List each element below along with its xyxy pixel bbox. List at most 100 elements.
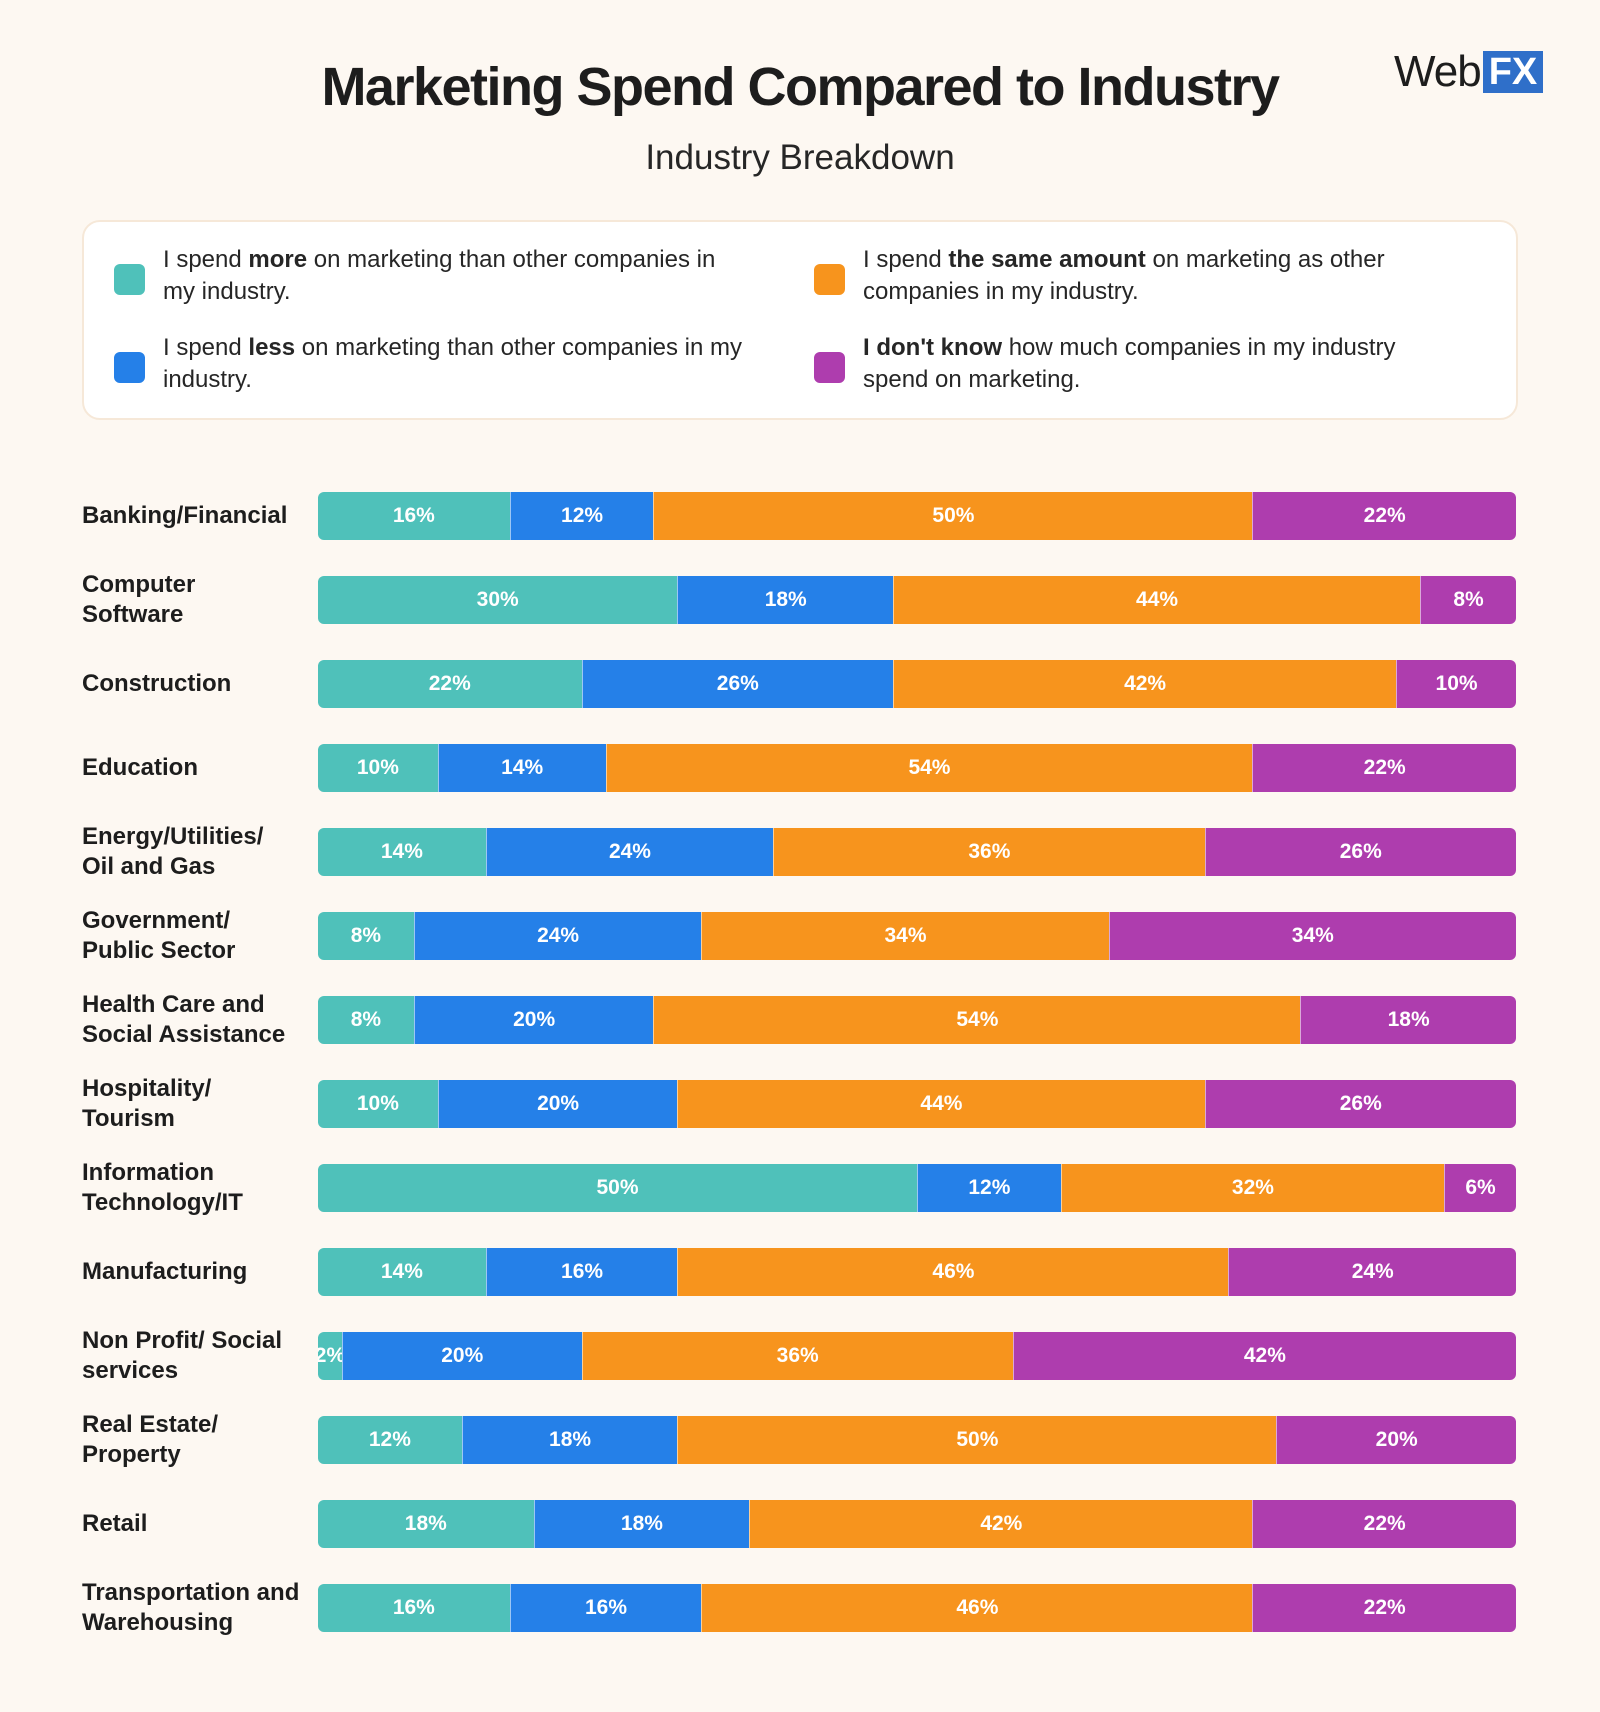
bar-segment-less: 12% — [917, 1164, 1061, 1212]
category-label: Hospitality/ Tourism — [82, 1075, 212, 1132]
logo-web-text: Web — [1394, 47, 1482, 96]
legend-label-same: I spend the same amount on marketing as … — [863, 246, 1385, 305]
bar-row: 12% 18% 50% 20% — [318, 1416, 1516, 1464]
legend-swatch-less — [114, 352, 145, 383]
bar-segment-more: 10% — [318, 1080, 438, 1128]
bar-row: 16% 16% 46% 22% — [318, 1584, 1516, 1632]
category-label: Retail — [82, 1510, 148, 1537]
bar-segment-dontknow: 34% — [1108, 912, 1516, 960]
bar-row: 10% 14% 54% 22% — [318, 744, 1516, 792]
bar-segment-less: 18% — [461, 1416, 678, 1464]
bar-segment-less: 18% — [677, 576, 894, 624]
bar-row: 8% 24% 34% 34% — [318, 912, 1516, 960]
category-label: Banking/Financial — [82, 502, 288, 529]
bar-segment-dontknow: 8% — [1420, 576, 1516, 624]
legend-label-less: I spend less on marketing than other com… — [163, 334, 743, 393]
bar-segment-more: 50% — [318, 1164, 917, 1212]
bar-segment-dontknow: 6% — [1444, 1164, 1516, 1212]
bar-segment-same: 34% — [701, 912, 1109, 960]
bar-row: 30% 18% 44% 8% — [318, 576, 1516, 624]
bar-row: 8% 20% 54% 18% — [318, 996, 1516, 1044]
bar-segment-same: 32% — [1060, 1164, 1445, 1212]
bar-segment-same: 42% — [893, 660, 1397, 708]
bar-segment-less: 16% — [485, 1248, 678, 1296]
bar-segment-dontknow: 10% — [1396, 660, 1516, 708]
bar-segment-less: 18% — [533, 1500, 750, 1548]
bar-segment-dontknow: 26% — [1204, 1080, 1516, 1128]
category-label: Education — [82, 754, 199, 781]
category-label: Information Technology/IT — [82, 1159, 243, 1216]
bar-segment-less: 26% — [581, 660, 894, 708]
bar-row: 10% 20% 44% 26% — [318, 1080, 1516, 1128]
chart-legend: I spend more on marketing than other com… — [82, 220, 1518, 420]
bar-segment-same: 54% — [605, 744, 1253, 792]
bar-segment-more: 16% — [318, 1584, 510, 1632]
bar-segment-same: 46% — [677, 1248, 1229, 1296]
bar-segment-dontknow: 24% — [1228, 1248, 1516, 1296]
category-label: Computer Software — [82, 571, 196, 628]
legend-item-more: I spend more on marketing than other com… — [114, 244, 753, 308]
bar-row: 2%20%36%42% — [318, 1332, 1516, 1380]
category-label: Real Estate/ Property — [82, 1411, 219, 1468]
bar-segment-less: 12% — [509, 492, 654, 540]
legend-item-less: I spend less on marketing than other com… — [114, 332, 753, 396]
bar-segment-same: 36% — [773, 828, 1205, 876]
category-label: Energy/Utilities/ Oil and Gas — [82, 823, 264, 880]
bar-segment-same: 42% — [749, 1500, 1253, 1548]
bar-segment-less: 14% — [437, 744, 606, 792]
bar-segment-more: 14% — [318, 828, 486, 876]
bar-segment-dontknow: 18% — [1300, 996, 1516, 1044]
legend-swatch-dontknow — [814, 352, 845, 383]
bar-row: 50% 12% 32% 6% — [318, 1164, 1516, 1212]
bar-segment-more: 10% — [318, 744, 438, 792]
legend-item-same: I spend the same amount on marketing as … — [814, 244, 1453, 308]
category-label: Health Care and Social Assistance — [82, 991, 286, 1048]
bar-segment-more: 22% — [318, 660, 582, 708]
bar-segment-more: 16% — [318, 492, 510, 540]
bar-segment-less: 20% — [413, 996, 654, 1044]
bar-segment-dontknow: 26% — [1204, 828, 1516, 876]
legend-label-dontknow: I don't know how much companies in my in… — [863, 334, 1396, 393]
bar-row: 18% 18% 42% 22% — [318, 1500, 1516, 1548]
chart-title: Marketing Spend Compared to Industry — [321, 57, 1280, 117]
bar-row: 14% 16% 46% 24% — [318, 1248, 1516, 1296]
category-label: Government/ Public Sector — [82, 907, 236, 964]
bar-segment-dontknow: 22% — [1252, 1584, 1516, 1632]
bar-row: 22% 26% 42% 10% — [318, 660, 1516, 708]
bar-segment-more: 14% — [318, 1248, 486, 1296]
bar-segment-less: 24% — [485, 828, 774, 876]
legend-swatch-same — [814, 264, 845, 295]
logo-fx-badge: FX — [1482, 51, 1544, 93]
bar-segment-dontknow: 22% — [1252, 744, 1516, 792]
bar-row: 14% 24% 36% 26% — [318, 828, 1516, 876]
category-label: Non Profit/ Social services — [82, 1327, 283, 1384]
bar-segment-more: 18% — [318, 1500, 534, 1548]
bar-segment-more: 8% — [318, 912, 414, 960]
bar-segment-same: 46% — [701, 1584, 1253, 1632]
bar-segment-dontknow: 20% — [1276, 1416, 1516, 1464]
bar-segment-same: 36% — [581, 1332, 1013, 1380]
bar-segment-more: 12% — [318, 1416, 462, 1464]
bar-segment-same: 44% — [893, 576, 1421, 624]
legend-swatch-more — [114, 264, 145, 295]
chart-subtitle: Industry Breakdown — [645, 138, 955, 177]
category-label: Construction — [82, 670, 232, 697]
bar-segment-same: 54% — [653, 996, 1301, 1044]
legend-item-dontknow: I don't know how much companies in my in… — [814, 332, 1453, 396]
category-label: Transportation and Warehousing — [82, 1579, 300, 1636]
bar-segment-same: 44% — [677, 1080, 1205, 1128]
bar-segment-same: 50% — [653, 492, 1253, 540]
bar-segment-dontknow: 22% — [1252, 492, 1516, 540]
bar-segment-less: 16% — [509, 1584, 702, 1632]
webfx-logo: Web FX — [1394, 47, 1544, 96]
bar-segment-less: 20% — [437, 1080, 678, 1128]
legend-label-more: I spend more on marketing than other com… — [163, 246, 716, 305]
bar-segment-more: 8% — [318, 996, 414, 1044]
bar-segment-dontknow: 22% — [1252, 1500, 1516, 1548]
bar-segment-dontknow: 42% — [1012, 1332, 1516, 1380]
bar-segment-less: 24% — [413, 912, 702, 960]
bar-row: 16% 12% 50% 22% — [318, 492, 1516, 540]
bar-segment-same: 50% — [677, 1416, 1277, 1464]
bar-segment-more: 2% — [318, 1332, 342, 1380]
bar-segment-more: 30% — [318, 576, 678, 624]
